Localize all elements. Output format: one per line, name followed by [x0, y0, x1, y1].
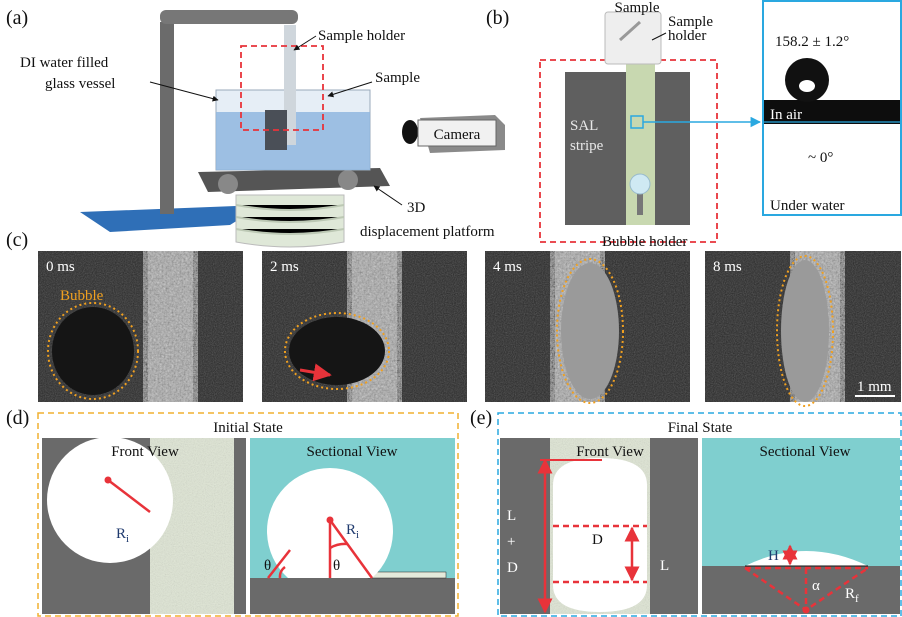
label: In air	[770, 107, 802, 123]
label: Sample holder	[318, 28, 405, 44]
label: L	[660, 558, 669, 574]
label: holder	[668, 28, 706, 44]
tspan: R	[845, 586, 855, 602]
substrate	[702, 566, 900, 614]
sample-holder	[605, 12, 661, 64]
panel-d: (d) Initial State Ri Front View θ θ Ri S…	[6, 407, 458, 616]
panel-label: (b)	[486, 7, 509, 29]
label: Bubble holder	[602, 234, 687, 250]
label: Sample	[375, 70, 420, 86]
panel-label: (e)	[470, 407, 492, 429]
knob	[218, 174, 238, 194]
label: Final State	[668, 420, 733, 436]
body: (a) Camera Sample holder Sample DI water…	[0, 0, 902, 617]
knob	[338, 170, 358, 190]
frame-time: 4 ms	[493, 259, 522, 275]
stand-pole	[160, 22, 174, 214]
frame-time: 2 ms	[270, 259, 299, 275]
label: Bubble	[60, 288, 104, 304]
label: 1 mm	[857, 379, 892, 395]
label: Under water	[770, 198, 845, 214]
camera-lens	[402, 120, 418, 144]
page: {"figure": { "a": {"label": "(a)", "samp…	[0, 0, 902, 617]
label: D	[592, 532, 603, 548]
center	[803, 607, 810, 614]
sal-layer	[368, 572, 446, 578]
label: L	[507, 508, 516, 524]
panel-label: (c)	[6, 229, 28, 251]
label: ~ 0°	[808, 150, 833, 166]
label: Sectional View	[307, 444, 398, 460]
bubble	[52, 307, 134, 395]
label: +	[507, 534, 515, 550]
label: θ	[264, 558, 271, 574]
label: θ	[333, 558, 340, 574]
bubble	[781, 260, 829, 402]
tspan: f	[855, 593, 859, 605]
panel-c: (c) 0 ms 2 ms 4 ms 8 ms Bubble 1 mm	[6, 229, 901, 406]
label: H	[768, 548, 779, 564]
label: DI water filled	[20, 55, 109, 71]
tspan: i	[356, 529, 359, 541]
panel-label: (a)	[6, 7, 28, 29]
panel-a: (a) Camera Sample holder Sample DI water…	[6, 7, 505, 247]
label: Sample	[615, 0, 660, 16]
label: Sectional View	[760, 444, 851, 460]
substrate	[250, 578, 455, 614]
label: SAL	[570, 118, 598, 134]
label: displacement platform	[360, 224, 495, 240]
label: α	[812, 578, 820, 594]
pointer	[374, 186, 402, 205]
panel-label: (d)	[6, 407, 29, 429]
droplet-highlight	[799, 80, 815, 92]
figure: (a) Camera Sample holder Sample DI water…	[0, 0, 902, 617]
label: 3D	[407, 200, 426, 216]
tspan: R	[346, 522, 356, 538]
bubble-holder	[637, 193, 643, 215]
stand-arm	[160, 10, 298, 24]
label: D	[507, 560, 518, 576]
label: stripe	[570, 138, 604, 154]
label: 158.2 ± 1.2°	[775, 34, 849, 50]
bubble	[289, 317, 385, 385]
tspan: i	[126, 533, 129, 545]
bubble	[630, 174, 650, 194]
label: glass vessel	[45, 76, 115, 92]
panel-b: (b) Sample Sample holder SAL stripe Bubb…	[486, 0, 901, 250]
label: Front View	[576, 444, 644, 460]
tspan: R	[116, 526, 126, 542]
frames: 0 ms 2 ms 4 ms 8 ms	[38, 251, 901, 406]
frame-time: 8 ms	[713, 259, 742, 275]
bubble	[561, 263, 619, 399]
panel-e: (e) Final State L + D D L Front View H α…	[470, 407, 901, 616]
pointer	[294, 36, 316, 50]
label: Initial State	[213, 420, 283, 436]
label: Camera	[434, 127, 481, 143]
label: Front View	[111, 444, 179, 460]
frame-time: 0 ms	[46, 259, 75, 275]
